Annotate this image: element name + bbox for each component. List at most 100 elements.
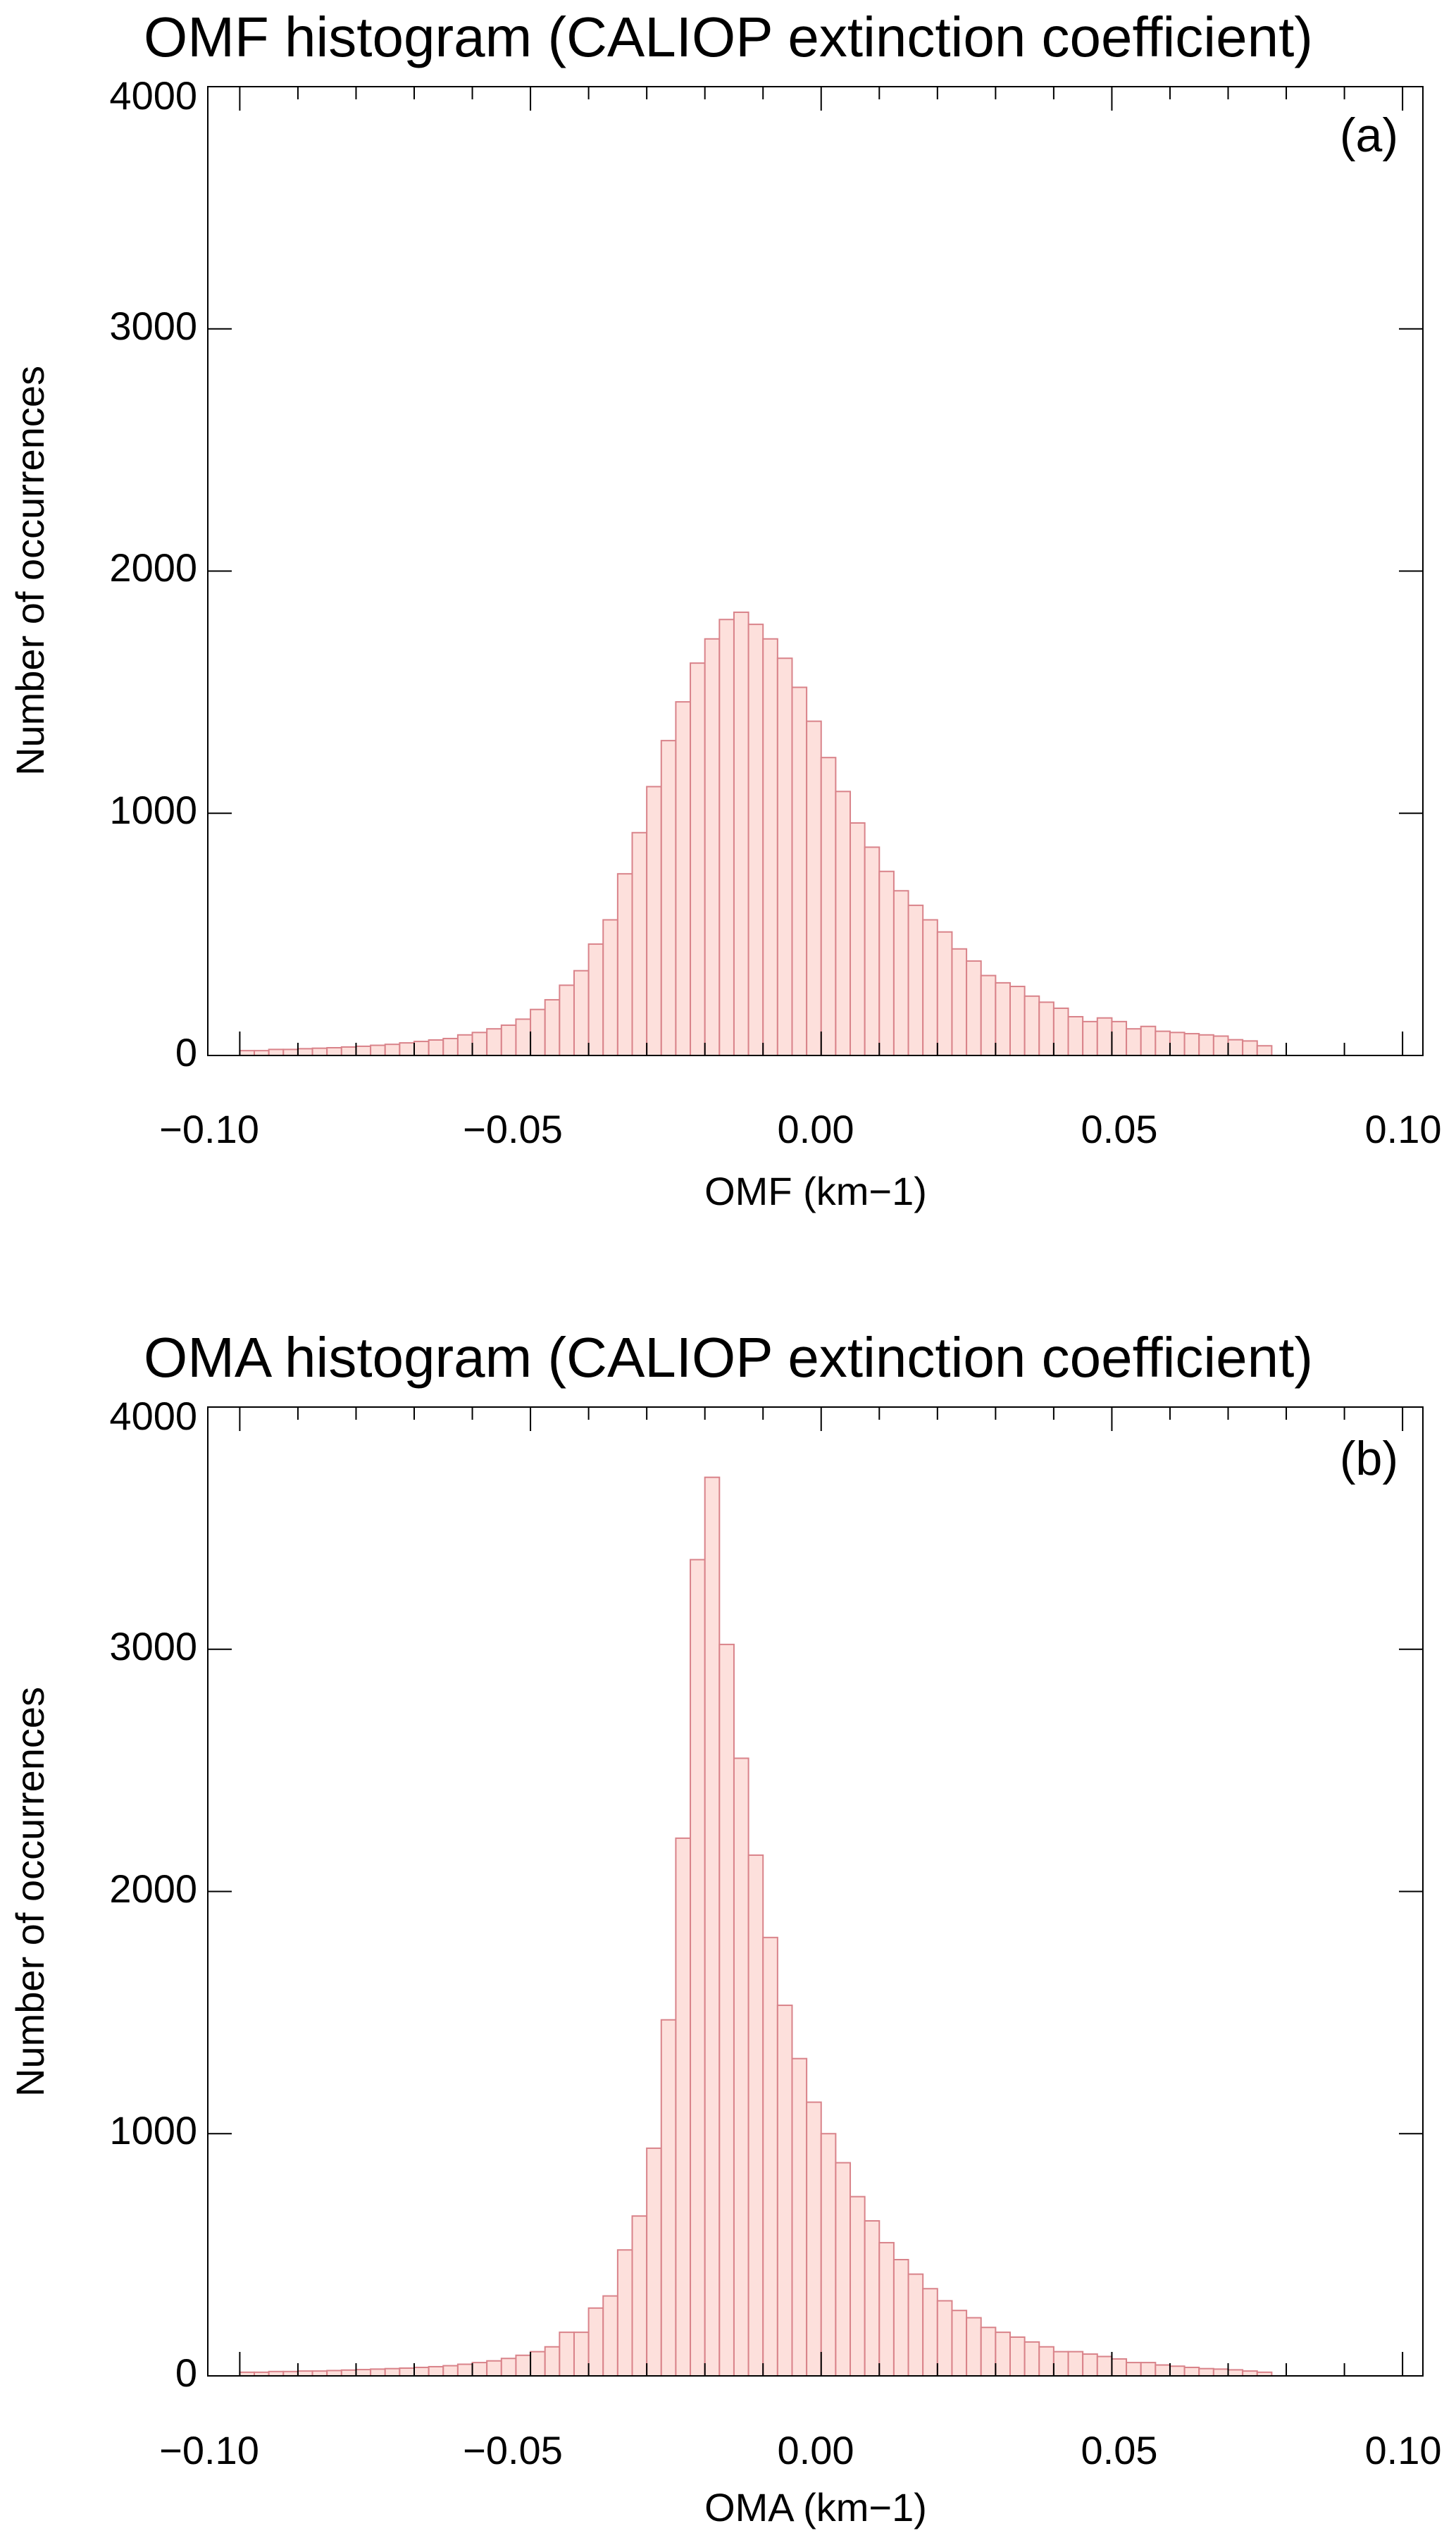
histogram-bar: [384, 1043, 401, 1056]
histogram-bar: [995, 2331, 1011, 2377]
x-tick-label: −0.05: [463, 2428, 563, 2472]
histogram-bar: [892, 2259, 909, 2377]
histogram-bar: [428, 2365, 444, 2377]
histogram-bar: [907, 904, 924, 1057]
histogram-bar: [690, 662, 706, 1057]
histogram-bar: [602, 2295, 618, 2377]
histogram-bar: [500, 1024, 517, 1057]
x-tick-label: 0.00: [778, 1107, 854, 1151]
y-tick-label: 1000: [109, 788, 197, 832]
histogram-bar: [1038, 1001, 1054, 1057]
histogram-bar: [616, 2249, 633, 2377]
histogram-bar: [747, 624, 764, 1057]
histogram-bar: [1038, 2346, 1054, 2377]
histogram-bar: [922, 919, 938, 1056]
histogram-bar: [311, 2370, 328, 2377]
histogram-bar: [690, 1559, 706, 2377]
histogram-bar: [791, 686, 808, 1056]
histogram-bar: [573, 970, 590, 1056]
histogram-bar: [1052, 2351, 1069, 2377]
histogram-bar: [951, 948, 968, 1056]
histogram-bar: [456, 1034, 473, 1057]
histogram-bar: [878, 2241, 895, 2377]
histogram-bar: [1096, 1017, 1113, 1056]
histogram-bar: [1096, 2355, 1113, 2377]
histogram-bar: [791, 2057, 808, 2377]
histogram-bar: [980, 2327, 997, 2377]
histogram-bar: [835, 791, 852, 1057]
histogram-bar: [399, 2367, 415, 2377]
y-tick-label: 0: [175, 2351, 197, 2395]
histogram-bar: [762, 1936, 778, 2377]
chart-title: OMF histogram (CALIOP extinction coeffic…: [144, 6, 1313, 68]
panel-label: (a): [1340, 109, 1398, 162]
histogram-bar: [966, 2317, 982, 2377]
x-tick-label: 0.10: [1365, 1107, 1442, 1151]
histogram-bar: [850, 822, 866, 1056]
histogram-bar: [413, 2366, 430, 2377]
histogram-bar: [747, 1854, 764, 2377]
histogram-bar: [704, 638, 721, 1056]
histogram-bar: [835, 2162, 852, 2377]
histogram-bar: [1082, 1020, 1098, 1057]
histogram-bar: [1111, 1020, 1128, 1057]
histogram-bar: [370, 2368, 386, 2377]
histogram-bar: [456, 2363, 473, 2377]
histogram-bar: [282, 1048, 299, 1057]
histogram-bar: [1169, 2365, 1186, 2377]
bar-group: [239, 1476, 1273, 2377]
histogram-bar: [675, 701, 692, 1057]
panel-label: (b): [1340, 1432, 1398, 1485]
y-axis-label: Number of occurrences: [8, 366, 52, 776]
histogram-bar: [297, 2370, 313, 2377]
histogram-bar: [602, 919, 618, 1056]
histogram-bar: [355, 2369, 372, 2377]
histogram-bar: [471, 2362, 488, 2377]
histogram-bar: [718, 1643, 735, 2377]
histogram-bar: [573, 2331, 590, 2377]
histogram-bar: [559, 2331, 575, 2377]
x-axis-label: OMF (km−1): [704, 1169, 927, 1213]
histogram-bar: [660, 2019, 677, 2377]
histogram-bar: [820, 757, 837, 1056]
histogram-bar: [1067, 2351, 1084, 2377]
x-tick-label: 0.05: [1081, 1107, 1158, 1151]
panel-b: OMA histogram (CALIOP extinction coeffic…: [8, 1326, 1442, 2529]
x-tick-label: −0.10: [159, 2428, 259, 2472]
histogram-bar: [907, 2273, 924, 2377]
histogram-bar: [1198, 1034, 1214, 1057]
histogram-bar: [326, 1047, 342, 1056]
histogram-bar: [936, 931, 953, 1056]
histogram-bar: [1009, 2336, 1026, 2377]
histogram-bar: [1126, 1028, 1142, 1056]
histogram-bar: [1183, 1033, 1200, 1057]
histogram-bar: [1140, 1025, 1157, 1056]
histogram-bar: [864, 846, 881, 1057]
histogram-bar: [515, 1018, 532, 1056]
histogram-bar: [718, 619, 735, 1056]
histogram-bar: [340, 2369, 357, 2377]
histogram-bar: [500, 2358, 517, 2377]
histogram-bar: [733, 611, 749, 1056]
y-tick-label: 3000: [109, 304, 197, 348]
panel-a: OMF histogram (CALIOP extinction coeffic…: [8, 6, 1442, 1213]
histogram-bar: [892, 890, 909, 1056]
histogram-bar: [1082, 2353, 1098, 2377]
histogram-bar: [1023, 2341, 1040, 2377]
histogram-bar: [399, 1042, 415, 1057]
histogram-bar: [1155, 1030, 1171, 1057]
histogram-bar: [951, 2310, 968, 2377]
histogram-bar: [762, 638, 778, 1056]
histogram-bar: [806, 2101, 822, 2377]
histogram-bar: [864, 2220, 881, 2377]
histogram-bar: [1067, 1016, 1084, 1056]
x-axis-label: OMA (km−1): [704, 2485, 927, 2529]
histogram-bar: [1140, 2362, 1157, 2377]
y-tick-label: 4000: [109, 73, 197, 118]
y-tick-label: 2000: [109, 1866, 197, 1911]
x-tick-label: 0.10: [1365, 2428, 1442, 2472]
histogram-bar: [587, 2307, 604, 2377]
histogram-bar: [776, 2005, 793, 2377]
histogram-bar: [268, 1048, 285, 1057]
